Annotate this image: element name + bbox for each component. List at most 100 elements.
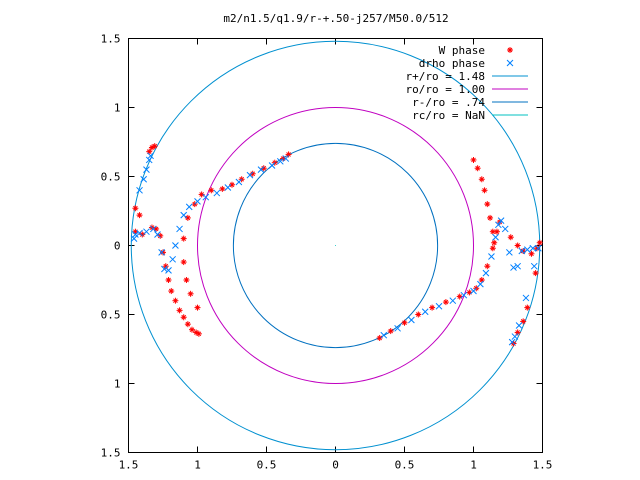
marker-stroke: [534, 245, 540, 251]
legend-label: drho phase: [419, 57, 485, 70]
data-point: [183, 277, 190, 283]
marker-stroke: [515, 243, 521, 248]
marker-stroke: [484, 201, 490, 207]
marker-stroke: [147, 152, 154, 160]
marker-stroke: [185, 215, 191, 221]
marker-stroke: [163, 263, 169, 269]
marker-stroke: [515, 322, 523, 329]
data-point: [506, 249, 513, 256]
marker-stroke: [501, 225, 509, 233]
marker-stroke: [145, 156, 153, 164]
chart-title: m2/n1.5/q1.9/r-+.50-j257/M50.0/512: [223, 12, 448, 25]
marker-stroke: [471, 157, 476, 163]
marker-stroke: [136, 186, 143, 194]
marker-stroke: [166, 277, 171, 283]
data-point: [194, 197, 201, 205]
data-point: [176, 225, 183, 233]
marker-stroke: [415, 312, 421, 317]
marker-stroke: [185, 321, 191, 327]
legend-label: r-/ro = .74: [412, 96, 485, 109]
marker-stroke: [449, 297, 457, 305]
marker-stroke: [180, 211, 188, 219]
x-tick-label: 0.5: [395, 459, 415, 472]
data-point: [494, 221, 502, 229]
marker-stroke: [229, 182, 235, 188]
marker-stroke: [377, 335, 383, 341]
data-point: [435, 302, 443, 310]
data-point: [491, 239, 498, 246]
data-point: [185, 203, 193, 211]
marker-stroke: [523, 246, 531, 253]
marker-stroke: [435, 302, 443, 310]
marker-stroke: [184, 277, 189, 283]
marker-stroke: [213, 189, 221, 197]
marker-stroke: [235, 178, 243, 186]
marker-stroke: [276, 157, 284, 165]
marker-stroke: [467, 290, 472, 295]
data-point: [481, 187, 488, 194]
marker-stroke: [388, 328, 394, 334]
data-point: [394, 324, 401, 332]
data-point: [511, 333, 519, 340]
data-point: [376, 334, 383, 341]
marker-stroke: [515, 330, 521, 335]
marker-stroke: [133, 205, 138, 211]
marker-stroke: [443, 299, 449, 305]
marker-stroke: [152, 143, 158, 149]
data-point: [194, 304, 201, 311]
marker-stroke: [421, 308, 429, 316]
data-point: [168, 288, 175, 295]
marker-stroke: [482, 187, 487, 193]
y-tick-label: 1.5: [101, 33, 121, 46]
data-point: [421, 308, 429, 316]
marker-stroke: [250, 171, 256, 177]
marker-stroke: [494, 221, 502, 229]
marker-stroke: [479, 176, 485, 182]
marker-stroke: [181, 236, 187, 241]
data-point: [477, 280, 484, 288]
marker-stroke: [470, 287, 477, 295]
data-point: [484, 263, 491, 270]
data-point: [415, 311, 422, 318]
data-point: [147, 152, 154, 160]
marker-stroke: [189, 327, 195, 333]
series-w-phase: [132, 143, 543, 347]
marker-stroke: [188, 291, 193, 297]
marker-stroke: [506, 59, 514, 67]
data-point: [522, 294, 530, 302]
data-point: [187, 290, 194, 297]
data-point: [268, 162, 276, 169]
marker-stroke: [477, 280, 484, 288]
marker-stroke: [535, 244, 542, 252]
x-tick-label: 0: [332, 459, 339, 472]
data-point: [456, 293, 463, 300]
marker-stroke: [460, 291, 468, 299]
data-point: [470, 287, 477, 295]
data-point: [198, 191, 205, 198]
data-point: [514, 262, 522, 270]
data-point: [195, 330, 202, 337]
data-point: [180, 211, 188, 219]
marker-stroke: [157, 233, 163, 239]
marker-stroke: [268, 162, 276, 169]
data-point: [530, 262, 538, 270]
reference-circle: [232, 142, 439, 349]
data-point: [149, 225, 157, 233]
data-point: [136, 212, 143, 219]
marker-stroke: [194, 197, 201, 205]
data-point: [140, 175, 148, 183]
marker-stroke: [487, 215, 493, 221]
data-point: [158, 249, 165, 256]
marker-stroke: [158, 249, 165, 256]
data-point: [515, 322, 523, 329]
marker-stroke: [508, 338, 516, 346]
y-tick-label: 0.5: [101, 309, 121, 322]
marker-stroke: [261, 165, 267, 171]
marker-stroke: [195, 305, 200, 310]
marker-stroke: [181, 314, 187, 320]
legend-label: rc/ro = NaN: [412, 109, 485, 122]
legend-label: ro/ro = 1.00: [406, 83, 485, 96]
x-tick-label: 1: [194, 459, 201, 472]
data-point: [510, 264, 517, 271]
marker-stroke: [169, 255, 177, 263]
